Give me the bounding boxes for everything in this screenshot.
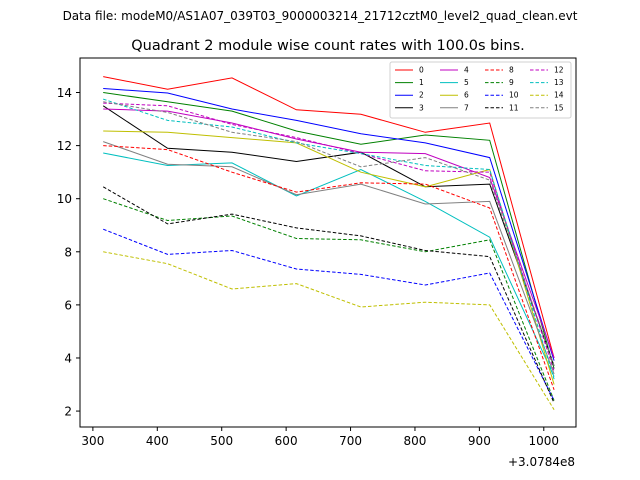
series-line-9 (103, 198, 555, 401)
series-line-1 (103, 92, 555, 369)
legend-label-15: 15 (554, 103, 564, 112)
y-tick-label: 4 (64, 351, 72, 365)
series-line-8 (103, 145, 555, 390)
legend-label-8: 8 (509, 66, 514, 75)
y-tick-label: 10 (57, 192, 72, 206)
y-tick-label: 12 (57, 139, 72, 153)
legend-label-11: 11 (509, 103, 519, 112)
x-axis: 300 400 500 600 700 800 900 1000 (81, 427, 559, 448)
legend-label-13: 13 (554, 78, 564, 87)
legend-label-12: 12 (554, 66, 564, 75)
y-tick-label: 2 (64, 405, 72, 419)
series-line-7 (103, 141, 555, 375)
legend-label-7: 7 (464, 103, 469, 112)
series-line-13 (103, 98, 555, 380)
legend-label-1: 1 (419, 78, 424, 87)
x-offset-label: +3.0784e8 (508, 455, 575, 469)
series-line-4 (103, 108, 555, 359)
series-line-10 (103, 228, 555, 401)
x-tick-label: 600 (275, 434, 298, 448)
x-tick-label: 800 (404, 434, 427, 448)
y-tick-label: 14 (57, 86, 72, 100)
data-file-suptitle: Data file: modeM0/AS1A07_039T03_90000032… (63, 9, 578, 23)
plot-area (102, 76, 555, 410)
legend-label-9: 9 (509, 78, 514, 87)
x-tick-label: 300 (81, 434, 104, 448)
series-line-15 (103, 101, 555, 367)
series-line-11 (102, 186, 555, 404)
series-line-14 (103, 251, 555, 410)
legend-label-5: 5 (464, 78, 469, 87)
legend-label-3: 3 (419, 103, 424, 112)
x-tick-label: 700 (339, 434, 362, 448)
chart-title: Quadrant 2 module wise count rates with … (131, 38, 525, 54)
x-tick-label: 1000 (529, 434, 560, 448)
y-tick-label: 6 (64, 298, 72, 312)
legend-label-10: 10 (509, 91, 519, 100)
x-tick-label: 400 (146, 434, 169, 448)
series-line-0 (103, 76, 555, 359)
series-line-2 (103, 88, 555, 361)
y-tick-label: 8 (64, 245, 72, 259)
legend-label-6: 6 (464, 91, 469, 100)
legend-label-4: 4 (464, 66, 469, 75)
legend-box (389, 61, 572, 119)
x-tick-label: 900 (468, 434, 491, 448)
legend-label-2: 2 (419, 91, 424, 100)
series-line-3 (102, 105, 555, 367)
legend-label-14: 14 (554, 91, 564, 100)
series-line-6 (103, 130, 555, 385)
legend-label-0: 0 (419, 66, 424, 75)
axes-frame (79, 57, 577, 428)
y-axis: 2 4 6 8 10 12 14 (57, 86, 80, 419)
x-tick-label: 500 (210, 434, 233, 448)
